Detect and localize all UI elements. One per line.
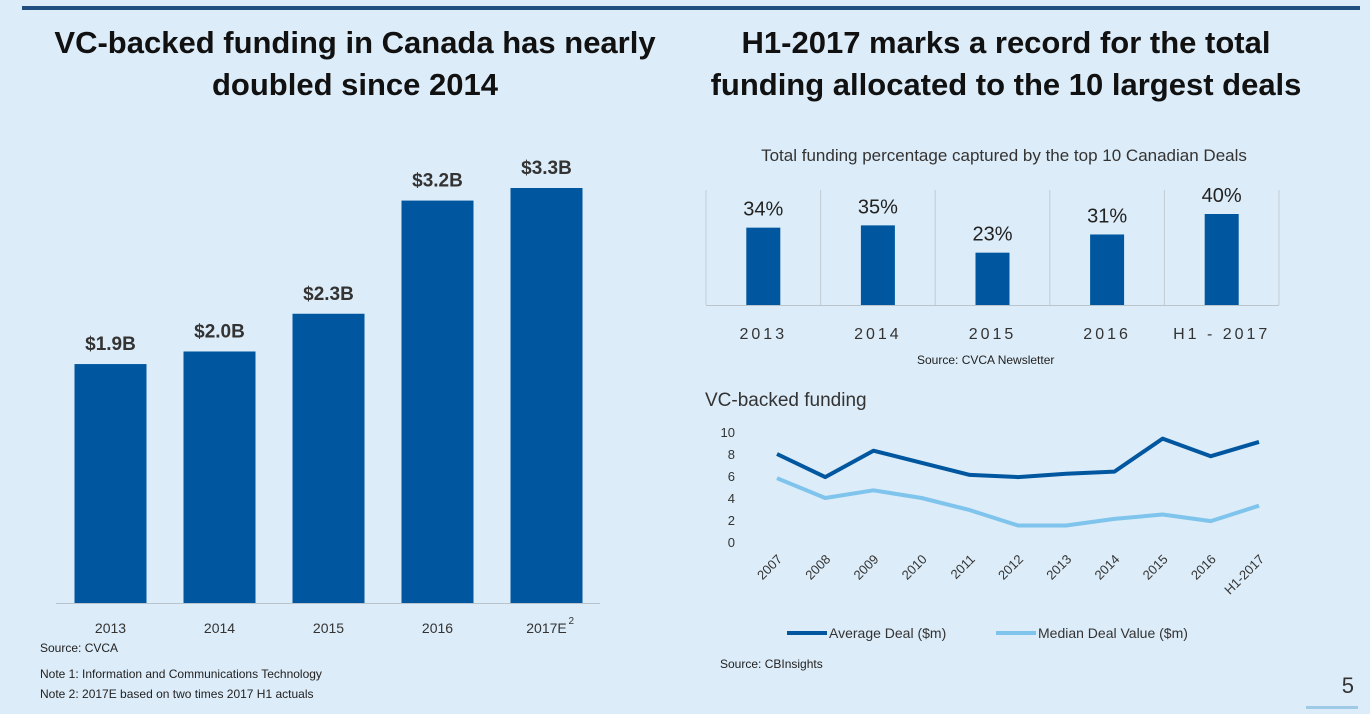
page-number: 5 bbox=[1341, 673, 1354, 698]
chart1-tick-label: 2015 bbox=[313, 620, 344, 636]
chart1-tick-label: 2014 bbox=[204, 620, 235, 636]
chart2-data-label: 35% bbox=[858, 196, 898, 218]
note-2: Note 2: 2017E based on two times 2017 H1… bbox=[40, 687, 314, 701]
chart3-xtick-label: 2008 bbox=[802, 552, 833, 583]
chart2-bar bbox=[1090, 234, 1125, 305]
chart3-series-line bbox=[776, 476, 1260, 528]
chart3-title: VC-backed funding bbox=[705, 390, 867, 411]
source-right: Source: CBInsights bbox=[720, 657, 823, 671]
chart3-xtick-label: 2015 bbox=[1140, 552, 1171, 583]
corner-accent bbox=[1306, 706, 1358, 709]
chart2-tick-label: 2016 bbox=[1083, 326, 1131, 343]
chart3-xtick-label: 2016 bbox=[1188, 552, 1219, 583]
chart3-ytick-label: 8 bbox=[728, 447, 735, 462]
chart3-series-line bbox=[776, 436, 1260, 480]
note-1: Note 1: Information and Communications T… bbox=[40, 667, 322, 681]
chart1-tick-superscript: 2 bbox=[569, 616, 575, 627]
chart3-ytick-label: 10 bbox=[721, 425, 735, 440]
chart2-title: Total funding percentage captured by the… bbox=[761, 146, 1247, 165]
chart1-data-label: $1.9B bbox=[85, 334, 136, 355]
chart3-ytick-label: 2 bbox=[728, 513, 735, 528]
chart1-bar bbox=[292, 313, 365, 603]
chart2-bar bbox=[1204, 214, 1239, 305]
chart1-bar bbox=[401, 200, 474, 604]
chart2-data-label: 31% bbox=[1087, 205, 1127, 227]
chart3-legend-label: Average Deal ($m) bbox=[829, 625, 946, 641]
heading-right: H1-2017 marks a record for the total fun… bbox=[710, 25, 1302, 102]
chart2-data-label: 34% bbox=[743, 199, 783, 221]
source-mid: Source: CVCA Newsletter bbox=[917, 353, 1055, 367]
chart1-tick-label: 2017E bbox=[526, 620, 566, 636]
chart1-data-label: $2.0B bbox=[194, 321, 245, 342]
chart1-data-label: $3.2B bbox=[412, 171, 463, 192]
chart2-bar bbox=[746, 227, 781, 305]
chart2-tick-label: 2013 bbox=[740, 326, 788, 343]
chart3-ytick-label: 0 bbox=[728, 535, 735, 550]
chart1-bar bbox=[74, 364, 147, 603]
chart1-data-label: $2.3B bbox=[303, 284, 354, 305]
chart3-xtick-label: 2014 bbox=[1091, 552, 1122, 583]
chart2-tick-label: 2014 bbox=[854, 326, 902, 343]
chart2-tick-label: 2015 bbox=[969, 326, 1017, 343]
chart3-xtick-label: 2011 bbox=[948, 552, 978, 582]
chart1-tick-label: 2016 bbox=[422, 620, 453, 636]
chart3-xtick-label: 2007 bbox=[754, 552, 785, 583]
chart1-data-label: $3.3B bbox=[521, 158, 572, 179]
chart3-xtick-label: 2010 bbox=[899, 552, 930, 583]
chart1-tick-label: 2013 bbox=[95, 620, 126, 636]
heading-left: VC-backed funding in Canada has nearly d… bbox=[54, 25, 656, 102]
chart3-xtick-label: 2009 bbox=[850, 552, 881, 583]
chart3-xtick-label: 2012 bbox=[995, 552, 1026, 583]
chart3-xtick-label: H1-2017 bbox=[1221, 552, 1267, 598]
chart2-bar bbox=[975, 252, 1010, 305]
chart2-tick-label: H1 - 2017 bbox=[1173, 326, 1270, 343]
chart3-xtick-label: 2013 bbox=[1043, 552, 1074, 583]
source-left: Source: CVCA bbox=[40, 641, 119, 655]
top-rule bbox=[22, 6, 1360, 10]
chart3-ytick-label: 6 bbox=[728, 469, 735, 484]
chart3-ytick-label: 4 bbox=[728, 491, 735, 506]
chart1-bar bbox=[183, 351, 256, 603]
chart3-legend-label: Median Deal Value ($m) bbox=[1038, 625, 1188, 641]
chart1-bar bbox=[510, 188, 583, 603]
chart2-bar bbox=[860, 225, 895, 305]
chart2-data-label: 23% bbox=[972, 224, 1012, 246]
chart2-data-label: 40% bbox=[1202, 185, 1242, 207]
